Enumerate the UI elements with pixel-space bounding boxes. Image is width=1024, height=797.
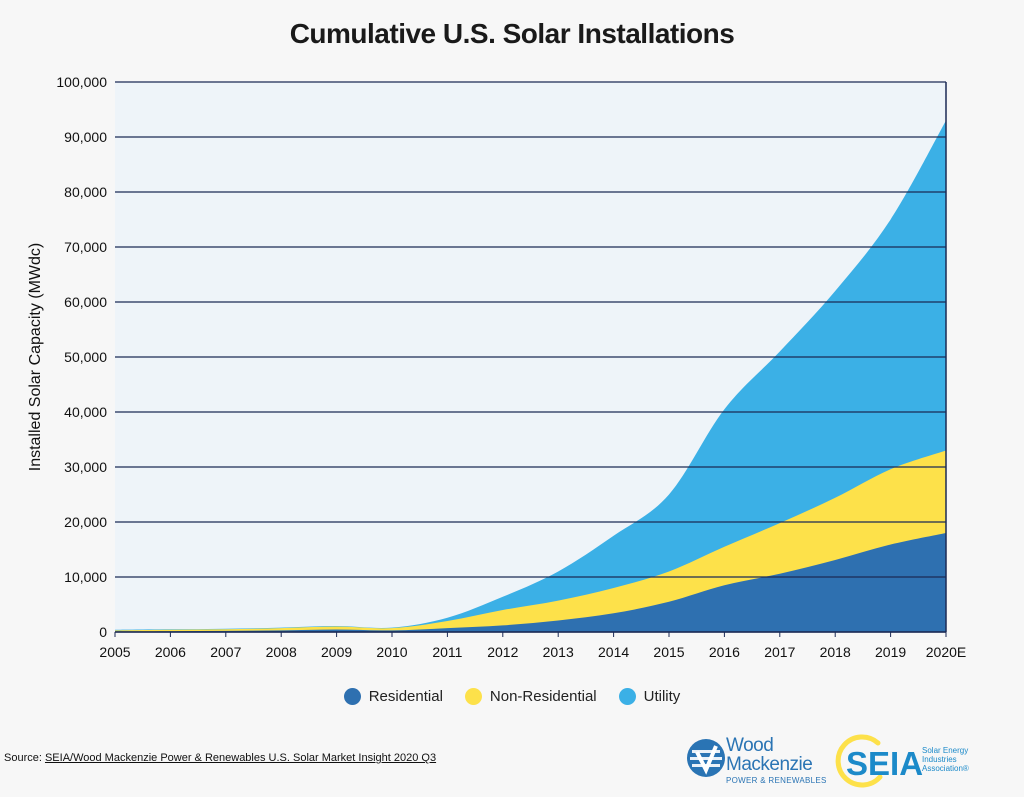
area-series-utility xyxy=(115,120,946,632)
x-tick-label: 2020E xyxy=(926,644,966,660)
wood-mackenzie-name: Wood Mackenzie xyxy=(726,735,813,775)
legend-item-utility: Utility xyxy=(618,688,681,705)
y-tick-label: 20,000 xyxy=(64,514,107,530)
x-tick-label: 2011 xyxy=(432,644,462,660)
y-tick-label: 0 xyxy=(99,624,107,640)
x-tick-label: 2012 xyxy=(487,644,518,660)
x-tick-label: 2018 xyxy=(820,644,851,660)
y-tick-label: 40,000 xyxy=(64,404,107,420)
y-tick-label: 60,000 xyxy=(64,294,107,310)
x-tick-label: 2013 xyxy=(543,644,574,660)
y-tick-label: 30,000 xyxy=(64,459,107,475)
wood-mackenzie-line2: Mackenzie xyxy=(726,754,813,775)
legend-item-non-residential: Non-Residential xyxy=(464,688,597,705)
legend-label-residential: Residential xyxy=(368,688,443,705)
y-tick-label: 50,000 xyxy=(64,349,107,365)
area-series-residential xyxy=(115,533,946,632)
x-tick-label: 2010 xyxy=(376,644,407,660)
wood-mackenzie-globe-icon xyxy=(687,739,725,777)
y-tick-label: 90,000 xyxy=(64,129,107,145)
x-tick-label: 2009 xyxy=(321,644,352,660)
x-tick-label: 2006 xyxy=(155,644,186,660)
seia-logo: SEIA Solar Energy Industries Association… xyxy=(834,733,984,789)
y-tick-label: 100,000 xyxy=(56,74,107,90)
x-tick-label: 2007 xyxy=(210,644,241,660)
legend-swatch-residential xyxy=(343,688,361,705)
legend-label-non-residential: Non-Residential xyxy=(489,688,597,705)
y-axis-title: Installed Solar Capacity (MWdc) xyxy=(27,243,44,472)
wood-mackenzie-logo: Wood Mackenzie POWER & RENEWABLES xyxy=(686,735,826,788)
x-tick-label: 2008 xyxy=(266,644,297,660)
seia-wordmark: SEIA xyxy=(846,745,924,782)
y-tick-label: 70,000 xyxy=(64,239,107,255)
legend-item-residential: Residential xyxy=(343,688,443,705)
wood-mackenzie-line1: Wood xyxy=(726,735,774,756)
seia-subtitle: Solar Energy Industries Association® xyxy=(922,746,969,773)
chart-title: Cumulative U.S. Solar Installations xyxy=(289,18,735,49)
y-tick-label: 80,000 xyxy=(64,184,107,200)
wood-mackenzie-subtitle: POWER & RENEWABLES xyxy=(726,776,827,785)
x-tick-label: 2005 xyxy=(99,644,130,660)
y-tick-label: 10,000 xyxy=(64,569,107,585)
chart-legend: Residential Non-Residential Utility xyxy=(0,688,1024,705)
legend-label-utility: Utility xyxy=(643,688,681,705)
source-note: Source: SEIA/Wood Mackenzie Power & Rene… xyxy=(4,752,436,764)
x-tick-label: 2017 xyxy=(764,644,795,660)
legend-swatch-non-residential xyxy=(464,688,482,705)
x-tick-label: 2014 xyxy=(598,644,629,660)
x-tick-label: 2016 xyxy=(709,644,740,660)
seia-sun-ring-icon xyxy=(835,734,883,788)
x-tick-label: 2019 xyxy=(875,644,906,660)
x-tick-label: 2015 xyxy=(653,644,684,660)
legend-swatch-utility xyxy=(618,688,636,705)
source-prefix: Source: xyxy=(4,752,45,764)
source-link[interactable]: SEIA/Wood Mackenzie Power & Renewables U… xyxy=(44,752,437,764)
